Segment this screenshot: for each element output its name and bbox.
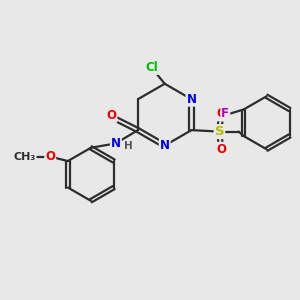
- Text: F: F: [221, 107, 230, 120]
- Text: N: N: [111, 137, 121, 150]
- Text: O: O: [216, 143, 226, 156]
- Text: CH₃: CH₃: [14, 152, 36, 162]
- Text: O: O: [106, 109, 116, 122]
- Text: S: S: [215, 125, 224, 138]
- Text: H: H: [124, 141, 133, 151]
- Text: N: N: [160, 139, 170, 152]
- Text: N: N: [187, 93, 196, 106]
- Text: O: O: [216, 107, 226, 120]
- Text: O: O: [45, 150, 55, 163]
- Text: Cl: Cl: [145, 61, 158, 74]
